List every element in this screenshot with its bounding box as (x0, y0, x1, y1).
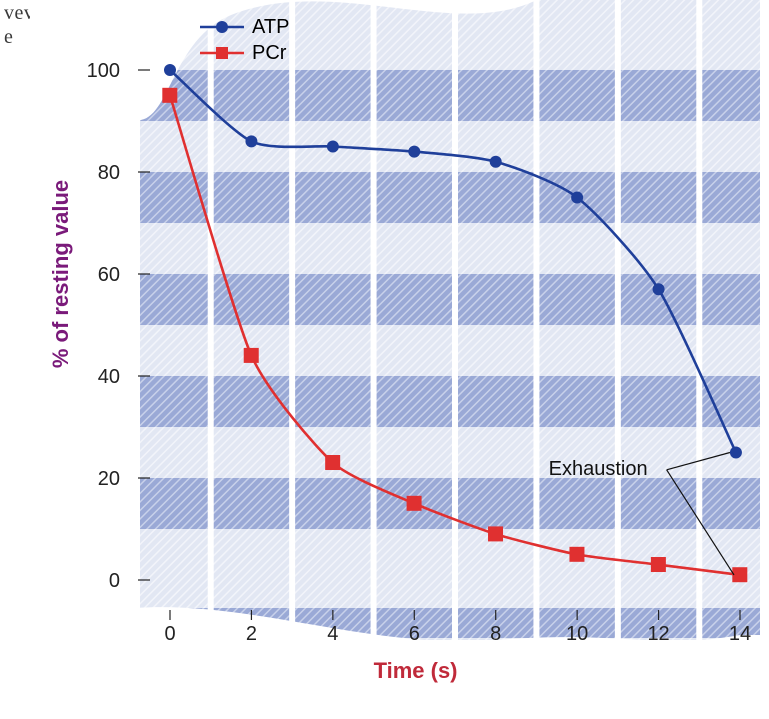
svg-text:80: 80 (98, 162, 120, 184)
legend-item-pcr: PCr (200, 40, 289, 66)
circle-marker-icon (200, 20, 244, 34)
svg-text:0: 0 (164, 623, 175, 645)
svg-text:6: 6 (409, 623, 420, 645)
legend-label: PCr (252, 42, 286, 65)
svg-text:100: 100 (87, 60, 120, 82)
x-axis-label: Time (s) (374, 658, 458, 684)
svg-text:0: 0 (109, 570, 120, 592)
svg-text:60: 60 (98, 264, 120, 286)
svg-text:40: 40 (98, 366, 120, 388)
scan-fragment-2: e (4, 26, 13, 49)
legend-label: ATP (252, 16, 289, 39)
svg-text:12: 12 (647, 623, 669, 645)
svg-text:14: 14 (729, 623, 751, 645)
svg-text:8: 8 (490, 623, 501, 645)
square-marker-icon (200, 46, 244, 60)
legend-item-atp: ATP (200, 14, 289, 40)
svg-text:4: 4 (327, 623, 338, 645)
chart-svg: 0 20 40 60 80 100 0 2 4 6 8 10 12 14 (30, 0, 760, 700)
svg-text:20: 20 (98, 468, 120, 490)
svg-text:10: 10 (566, 623, 588, 645)
exhaustion-annotation: Exhaustion (549, 458, 648, 481)
chart-container: 0 20 40 60 80 100 0 2 4 6 8 10 12 14 % of resting val… (30, 0, 760, 700)
legend: ATP PCr (200, 14, 289, 66)
svg-text:2: 2 (246, 623, 257, 645)
y-axis-label: % of resting value (48, 70, 74, 478)
